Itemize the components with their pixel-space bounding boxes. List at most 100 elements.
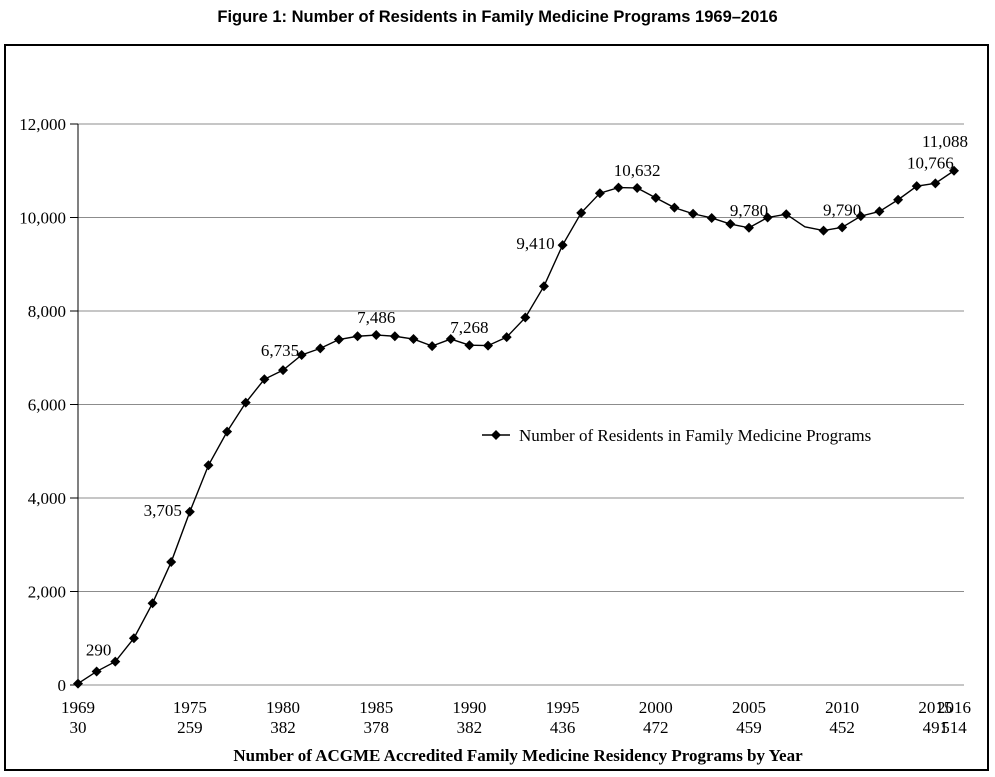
data-point-marker: [91, 666, 102, 677]
x-axis: 1969301975259198038219853781990382199543…: [61, 698, 971, 737]
x-tick-label-programs: 452: [829, 718, 855, 737]
data-point-marker: [837, 222, 848, 233]
gridlines: [70, 123, 964, 686]
x-tick-label-year: 2010: [825, 698, 859, 717]
x-tick-label-year: 1985: [359, 698, 393, 717]
y-tick-label: 4,000: [28, 489, 66, 508]
data-label: 10,632: [614, 161, 661, 180]
x-tick-label-year: 1969: [61, 698, 95, 717]
x-tick-label-programs: 491: [923, 718, 949, 737]
data-point-marker: [147, 598, 158, 609]
x-tick-label-year: 1975: [173, 698, 207, 717]
x-tick-label-programs: 382: [457, 718, 483, 737]
data-point-marker: [781, 209, 792, 220]
x-tick-label-programs: 259: [177, 718, 203, 737]
data-point-marker: [613, 182, 624, 193]
x-tick-label-year: 2015: [918, 698, 952, 717]
x-tick-label-programs: 514: [941, 718, 967, 737]
data-point-marker: [389, 331, 400, 342]
data-point-marker: [743, 222, 754, 233]
data-point-marker: [110, 656, 121, 667]
data-point-marker: [371, 330, 382, 341]
data-point-marker: [240, 397, 251, 408]
x-tick-label-programs: 378: [363, 718, 389, 737]
legend-label: Number of Residents in Family Medicine P…: [519, 426, 871, 445]
legend: Number of Residents in Family Medicine P…: [482, 426, 871, 445]
data-point-marker: [128, 633, 139, 644]
data-point-marker: [818, 225, 829, 236]
data-label: 3,705: [144, 501, 182, 520]
data-label: 7,486: [357, 308, 395, 327]
data-point-marker: [203, 460, 214, 471]
x-tick-label-year: 1995: [546, 698, 580, 717]
data-point-marker: [483, 340, 494, 351]
data-point-marker: [538, 281, 549, 292]
data-point-marker: [259, 374, 270, 385]
data-point-marker: [222, 426, 233, 437]
x-tick-label-year: 1990: [452, 698, 486, 717]
data-point-marker: [278, 365, 289, 376]
x-tick-label-year: 2016: [937, 698, 971, 717]
data-point-marker: [576, 207, 587, 218]
data-point-marker: [632, 182, 643, 193]
data-point-marker: [445, 334, 456, 345]
data-point-marker: [166, 557, 177, 568]
data-point-marker: [669, 202, 680, 213]
x-tick-label-year: 2005: [732, 698, 766, 717]
data-point-marker: [688, 208, 699, 219]
data-label: 6,735: [261, 341, 299, 360]
chart-frame: [4, 44, 989, 771]
figure-title: Figure 1: Number of Residents in Family …: [217, 8, 778, 26]
data-point-marker: [427, 341, 438, 352]
data-point-marker: [315, 343, 326, 354]
data-point-marker: [706, 212, 717, 223]
y-tick-label: 12,000: [19, 115, 66, 134]
data-point-marker: [911, 181, 922, 192]
data-point-marker: [557, 240, 568, 251]
x-tick-label-year: 2000: [639, 698, 673, 717]
data-label: 10,766: [907, 153, 954, 172]
y-tick-label: 0: [58, 676, 67, 695]
plot-area: [73, 165, 959, 689]
x-tick-label-programs: 382: [270, 718, 296, 737]
data-label: 7,268: [450, 318, 488, 337]
data-annotations: 290 3,705 6,735 7,486 7,268 9,410 10,632 9,780 9…: [86, 132, 968, 660]
data-point-marker: [408, 334, 419, 345]
x-axis-title: Number of ACGME Accredited Family Medici…: [233, 746, 803, 765]
data-point-marker: [949, 165, 959, 176]
data-point-marker: [650, 192, 661, 203]
data-point-marker: [464, 340, 475, 351]
x-tick-label-year: 1980: [266, 698, 300, 717]
y-tick-label: 2,000: [28, 583, 66, 602]
data-point-marker: [893, 194, 904, 205]
data-point-marker: [594, 188, 605, 199]
data-point-marker: [296, 349, 307, 360]
data-point-marker: [725, 219, 736, 230]
data-point-marker: [501, 332, 512, 343]
x-tick-label-programs: 30: [70, 718, 87, 737]
data-point-marker: [855, 211, 866, 222]
data-label: 290: [86, 640, 112, 659]
y-tick-label: 8,000: [28, 302, 66, 321]
data-point-marker: [874, 206, 885, 217]
legend-marker: [491, 430, 501, 440]
data-label: 9,790: [823, 200, 861, 219]
x-tick-label-programs: 472: [643, 718, 669, 737]
y-tick-label: 6,000: [28, 396, 66, 415]
data-point-marker: [73, 678, 83, 689]
x-tick-label-programs: 436: [550, 718, 576, 737]
data-label: 9,780: [730, 201, 768, 220]
x-tick-label-programs: 459: [736, 718, 762, 737]
data-point-marker: [333, 334, 344, 345]
series-line: [77, 170, 955, 685]
data-label: 9,410: [516, 234, 554, 253]
data-point-marker: [930, 178, 941, 189]
y-tick-label: 10,000: [19, 209, 66, 228]
data-point-marker: [352, 331, 363, 342]
y-axis: 0 2,000 4,000 6,000 8,000 10,000 12,000: [19, 115, 79, 695]
data-point-marker: [762, 212, 773, 223]
data-point-marker: [520, 312, 531, 323]
data-point-marker: [184, 506, 195, 517]
data-label: 11,088: [922, 132, 968, 151]
